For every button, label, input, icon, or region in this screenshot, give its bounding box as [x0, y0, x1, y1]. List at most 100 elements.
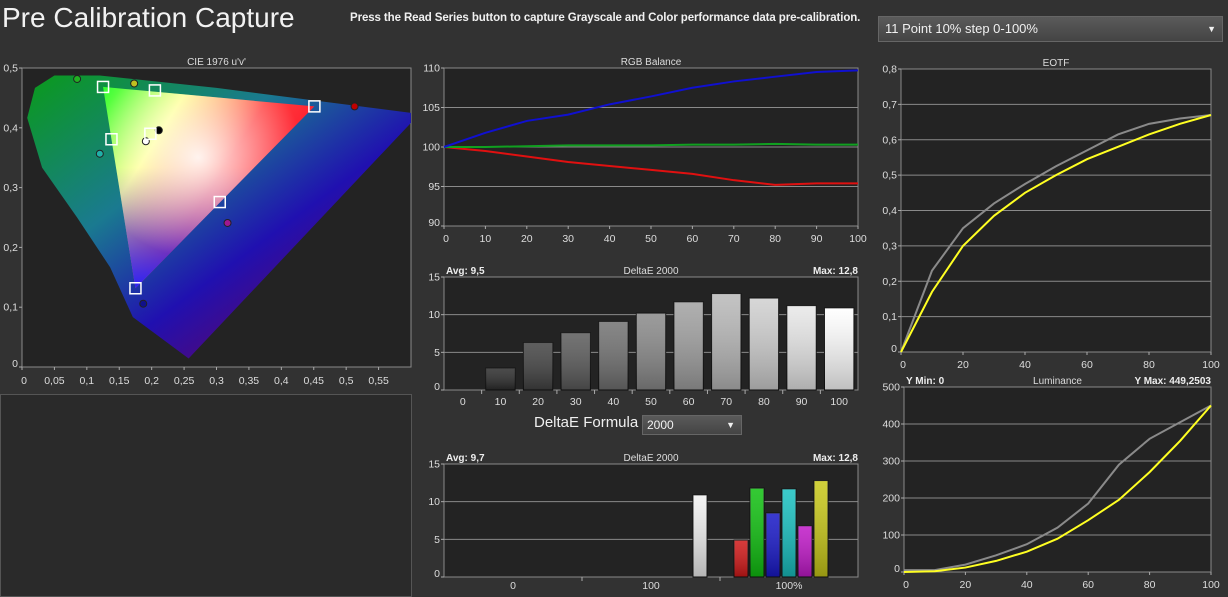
deltae-bar-shade: [749, 298, 779, 390]
chart-title: EOTF: [1043, 58, 1070, 69]
x-tick-label: 10: [480, 233, 492, 245]
deltae-bar-shade: [786, 305, 817, 390]
color-bar-shade: [782, 488, 796, 577]
x-tick-label: 100: [642, 580, 660, 592]
y-tick-label: 0,2: [3, 242, 18, 254]
chart-rgb: RGB Balance 90 95 100 105 110 0 10 20 30 40 50 60 70 8…: [422, 57, 866, 245]
y-tick-label: 0,3: [3, 182, 18, 194]
measured-point-magenta: [223, 218, 232, 227]
measured-point-blue: [139, 299, 148, 308]
y-tick-label: 100: [882, 530, 900, 542]
y-tick-label: 10: [428, 496, 440, 508]
x-tick-label: 60: [687, 233, 699, 245]
series-line-green: [444, 142, 858, 148]
series-line-measured: [904, 404, 1212, 572]
chart-cie: CIE 1976 u'v' 0 0,1 0,2 0,3 0,4 0,5 0 0,05 0,1 0,1…: [3, 57, 412, 387]
measured-point-red: [350, 102, 359, 111]
chevron-down-icon: ▼: [1207, 24, 1216, 34]
x-tick-label: 70: [720, 396, 732, 408]
x-tick-label: 60: [1081, 359, 1093, 371]
y-tick-label: 0: [434, 568, 440, 580]
deltae-bar-shade: [711, 293, 741, 390]
x-tick-label: 20: [521, 233, 533, 245]
chart-eotf: EOTF 0 0,1 0,2 0,3 0,4 0,5 0,6 0,7 0,8 0 20 40 60 80 10…: [882, 58, 1220, 371]
y-min-label: Y Min: 0: [906, 376, 945, 387]
page-title: Pre Calibration Capture: [2, 2, 295, 33]
y-tick-label: 105: [422, 102, 440, 114]
y-tick-label: 0,7: [882, 99, 897, 111]
series-line-target: [900, 114, 1212, 353]
x-tick-label: 80: [758, 396, 770, 408]
color-bar-shade: [734, 540, 748, 577]
series-select[interactable]: 11 Point 10% step 0-100% ▼: [878, 16, 1223, 42]
y-tick-label: 0,8: [882, 64, 897, 76]
x-tick-label: 0,35: [239, 375, 260, 387]
y-tick-label: 0,2: [882, 276, 897, 288]
deltae-bar-shade: [561, 332, 591, 390]
target-marker-magenta: [213, 195, 226, 209]
x-tick-label: 80: [1143, 359, 1155, 371]
y-tick-label: 200: [882, 493, 900, 505]
y-tick-label: 500: [882, 382, 900, 394]
y-tick-label: 5: [434, 347, 440, 359]
y-tick-label: 90: [428, 217, 440, 229]
deltae-bar-shade: [824, 307, 854, 390]
deltae-formula-label: DeltaE Formula: [534, 414, 639, 431]
y-tick-label: 0,4: [3, 122, 18, 134]
series-line-target: [903, 404, 1212, 573]
y-tick-label: 0,6: [882, 134, 897, 146]
x-tick-label: 40: [1021, 579, 1033, 591]
y-tick-label: 400: [882, 419, 900, 431]
x-tick-label: 0,25: [174, 375, 195, 387]
y-tick-label: 0,5: [3, 63, 18, 75]
y-tick-label: 0,1: [882, 311, 897, 323]
x-tick-label: 20: [532, 396, 544, 408]
y-tick-label: 15: [428, 459, 440, 471]
chart-color: DeltaE 2000 0 5 10 15 Avg: 9,7 Max: 12,8 0 100 10…: [428, 453, 859, 592]
x-tick-label: 0,2: [144, 375, 159, 387]
deltae-bar-shade: [523, 342, 553, 390]
target-marker-white: [144, 127, 157, 141]
color-bar-shade: [798, 525, 812, 577]
chart-title: DeltaE 2000: [623, 266, 678, 277]
x-tick-label: 0,15: [109, 375, 130, 387]
x-tick-label: 60: [683, 396, 695, 408]
series-select-value: 11 Point 10% step 0-100%: [885, 21, 1038, 36]
x-tick-label: 0: [443, 233, 449, 245]
x-tick-label: 100: [849, 233, 867, 245]
series-line-blue: [443, 69, 859, 148]
chevron-down-icon: ▼: [726, 420, 735, 430]
x-tick-label: 40: [1019, 359, 1031, 371]
y-tick-label: 110: [423, 63, 440, 75]
series-line-red: [443, 146, 858, 186]
plot-area: [903, 386, 1212, 573]
x-tick-label: 0,1: [80, 375, 95, 387]
avg-label: Avg: 9,7: [446, 453, 485, 464]
deltae-bar-shade: [673, 301, 704, 390]
color-bar-shade: [693, 494, 707, 577]
x-tick-label: 100: [1202, 359, 1220, 371]
chart-gray: DeltaE 2000 0 5 10 15 Avg: 9,5 Max: 12,8 0 10 20 3…: [428, 266, 859, 408]
x-tick-label: 80: [769, 233, 781, 245]
color-bar-shade: [814, 480, 828, 577]
target-marker-green: [96, 80, 110, 94]
y-tick-label: 100: [422, 142, 440, 154]
y-tick-label: 0,1: [3, 302, 18, 314]
chart-title: RGB Balance: [621, 57, 682, 68]
x-tick-label: 40: [604, 233, 616, 245]
deltae-formula-select[interactable]: 2000 ▼: [642, 415, 742, 435]
x-tick-label: 0: [900, 359, 906, 371]
x-tick-label: 50: [645, 233, 657, 245]
y-tick-label: 0: [434, 381, 440, 393]
y-tick-label: 0,4: [882, 205, 897, 217]
x-tick-label: 0,55: [368, 375, 389, 387]
deltae-bar-shade: [598, 321, 629, 390]
chart-title: CIE 1976 u'v': [187, 57, 246, 68]
y-tick-label: 0: [891, 343, 897, 355]
x-tick-label: 90: [796, 396, 808, 408]
x-tick-label: 100: [830, 396, 848, 408]
x-tick-label: 30: [562, 233, 574, 245]
x-tick-label: 0,3: [209, 375, 224, 387]
color-bar-shade: [750, 488, 764, 577]
